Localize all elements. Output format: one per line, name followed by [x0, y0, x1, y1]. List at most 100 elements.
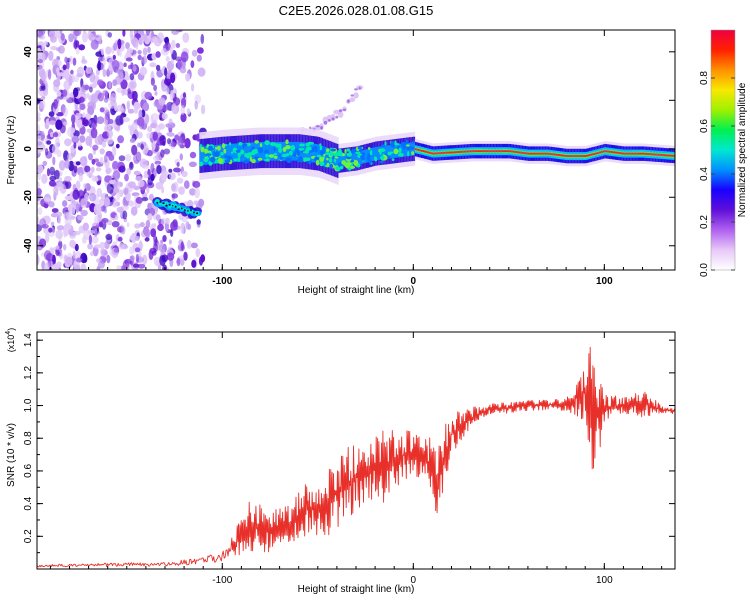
carrier-peak: [573, 155, 576, 157]
noise-blob: [78, 44, 86, 51]
noise-blob: [48, 111, 55, 117]
noise-blob: [104, 90, 108, 100]
noise-blob: [128, 200, 135, 207]
noise-blob: [166, 252, 175, 261]
carrier-peak: [454, 151, 457, 154]
noise-blob: [188, 161, 197, 168]
noise-blob: [179, 66, 187, 74]
noise-blob: [111, 59, 120, 71]
noise-blob: [162, 235, 167, 242]
noise-blob: [77, 141, 83, 147]
carrier-peak: [540, 152, 542, 155]
noise-blob: [137, 242, 144, 248]
carrier-speckle: [296, 151, 301, 156]
carrier-peak: [501, 150, 504, 153]
carrier-speckle: [217, 145, 221, 151]
carrier-speckle: [350, 165, 355, 169]
carrier-speckle: [341, 160, 347, 165]
noise-blob: [45, 232, 50, 243]
carrier-peak: [476, 150, 478, 153]
noise-blob: [182, 92, 187, 99]
noise-blob: [161, 217, 166, 226]
noise-blob: [58, 177, 62, 182]
noise-blob: [48, 201, 55, 208]
noise-blob: [179, 153, 183, 161]
noise-blob: [91, 118, 98, 129]
noise-blob: [195, 248, 201, 258]
noise-blob: [153, 100, 159, 107]
noise-blob: [75, 161, 81, 166]
carrier-peak: [480, 150, 483, 153]
noise-blob: [108, 81, 112, 89]
carrier-speckle: [264, 140, 270, 146]
noise-blob: [49, 166, 56, 176]
snr-x-label: Height of straight line (km): [298, 584, 415, 595]
carrier-peak: [537, 152, 539, 155]
carrier-peak: [544, 152, 547, 155]
carrier-peak: [633, 152, 636, 155]
noise-blob: [61, 200, 68, 207]
snr-background: [37, 332, 675, 569]
noise-blob: [96, 187, 103, 198]
noise-blob: [49, 176, 57, 181]
noise-blob: [120, 79, 128, 90]
noise-blob: [183, 251, 188, 261]
carrier-speckle: [242, 143, 245, 149]
noise-blob: [162, 140, 166, 146]
carrier-peak: [671, 154, 674, 157]
noise-blob: [129, 73, 135, 81]
carrier-peak: [589, 154, 591, 156]
noise-blob: [162, 104, 169, 112]
noise-blob: [105, 46, 112, 55]
carrier-peak: [448, 151, 451, 154]
carrier-peak: [414, 148, 417, 151]
noise-blob: [171, 39, 176, 49]
carrier-speckle: [315, 159, 320, 166]
noise-blob: [76, 66, 85, 78]
noise-blob: [63, 229, 67, 238]
noise-blob: [89, 86, 93, 93]
noise-blob: [37, 116, 41, 122]
noise-blob: [105, 111, 110, 121]
noise-blob: [124, 173, 129, 182]
carrier-mid: [384, 145, 387, 160]
carrier-mid: [404, 143, 406, 157]
noise-blob: [165, 56, 170, 62]
noise-blob: [126, 222, 130, 228]
noise-blob: [107, 129, 113, 139]
carrier-peak: [650, 153, 652, 156]
faint-streak-mark: [349, 97, 356, 103]
noise-blob: [201, 104, 206, 115]
carrier-peak: [604, 150, 607, 153]
noise-blob: [108, 64, 113, 72]
noise-blob: [163, 78, 172, 86]
noise-blob: [125, 42, 130, 50]
noise-blob: [75, 40, 80, 48]
carrier-speckle: [400, 141, 406, 147]
carrier-speckle: [254, 155, 258, 160]
noise-blob: [40, 71, 46, 82]
carrier-speckle: [220, 152, 224, 156]
carrier-peak: [570, 155, 573, 157]
noise-blob: [60, 33, 65, 41]
carrier-speckle: [222, 157, 225, 164]
noise-blob: [75, 180, 81, 190]
carrier-peak: [644, 152, 646, 155]
carrier-peak: [631, 152, 634, 155]
carrier-speckle: [217, 157, 224, 164]
noise-blob: [42, 160, 48, 166]
noise-blob: [131, 122, 138, 131]
carrier-peak: [587, 154, 590, 157]
noise-blob: [155, 64, 161, 71]
carrier-mid: [281, 141, 284, 161]
noise-blob: [55, 247, 60, 256]
carrier-speckle: [209, 156, 216, 163]
carrier-peak: [505, 150, 507, 153]
carrier-speckle: [204, 148, 209, 154]
carrier-mid: [330, 149, 333, 168]
carrier-peak: [567, 155, 570, 157]
carrier-mid: [326, 147, 328, 167]
carrier-peak: [586, 154, 588, 157]
snr-multiplier-exp: 4: [5, 331, 12, 335]
carrier-speckle: [208, 145, 214, 151]
